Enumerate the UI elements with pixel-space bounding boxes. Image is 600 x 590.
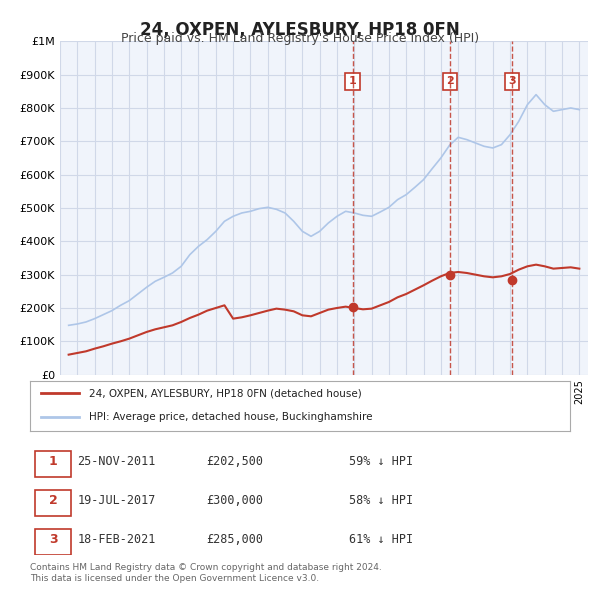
Text: £300,000: £300,000: [206, 494, 264, 507]
FancyBboxPatch shape: [35, 490, 71, 516]
Text: 24, OXPEN, AYLESBURY, HP18 0FN (detached house): 24, OXPEN, AYLESBURY, HP18 0FN (detached…: [89, 388, 362, 398]
Text: Contains HM Land Registry data © Crown copyright and database right 2024.
This d: Contains HM Land Registry data © Crown c…: [30, 563, 382, 583]
Text: 2: 2: [446, 76, 454, 86]
FancyBboxPatch shape: [35, 529, 71, 555]
FancyBboxPatch shape: [35, 451, 71, 477]
Text: £285,000: £285,000: [206, 533, 264, 546]
Text: Price paid vs. HM Land Registry's House Price Index (HPI): Price paid vs. HM Land Registry's House …: [121, 32, 479, 45]
Text: 19-JUL-2017: 19-JUL-2017: [77, 494, 155, 507]
Text: HPI: Average price, detached house, Buckinghamshire: HPI: Average price, detached house, Buck…: [89, 412, 373, 422]
Text: 61% ↓ HPI: 61% ↓ HPI: [349, 533, 413, 546]
Text: 25-NOV-2011: 25-NOV-2011: [77, 455, 155, 468]
Text: 3: 3: [508, 76, 516, 86]
Text: 24, OXPEN, AYLESBURY, HP18 0FN: 24, OXPEN, AYLESBURY, HP18 0FN: [140, 21, 460, 39]
Text: £202,500: £202,500: [206, 455, 264, 468]
Text: 58% ↓ HPI: 58% ↓ HPI: [349, 494, 413, 507]
Text: 18-FEB-2021: 18-FEB-2021: [77, 533, 155, 546]
Text: 3: 3: [49, 533, 58, 546]
Text: 1: 1: [49, 455, 58, 468]
Text: 2: 2: [49, 494, 58, 507]
Text: 59% ↓ HPI: 59% ↓ HPI: [349, 455, 413, 468]
Text: 1: 1: [349, 76, 356, 86]
